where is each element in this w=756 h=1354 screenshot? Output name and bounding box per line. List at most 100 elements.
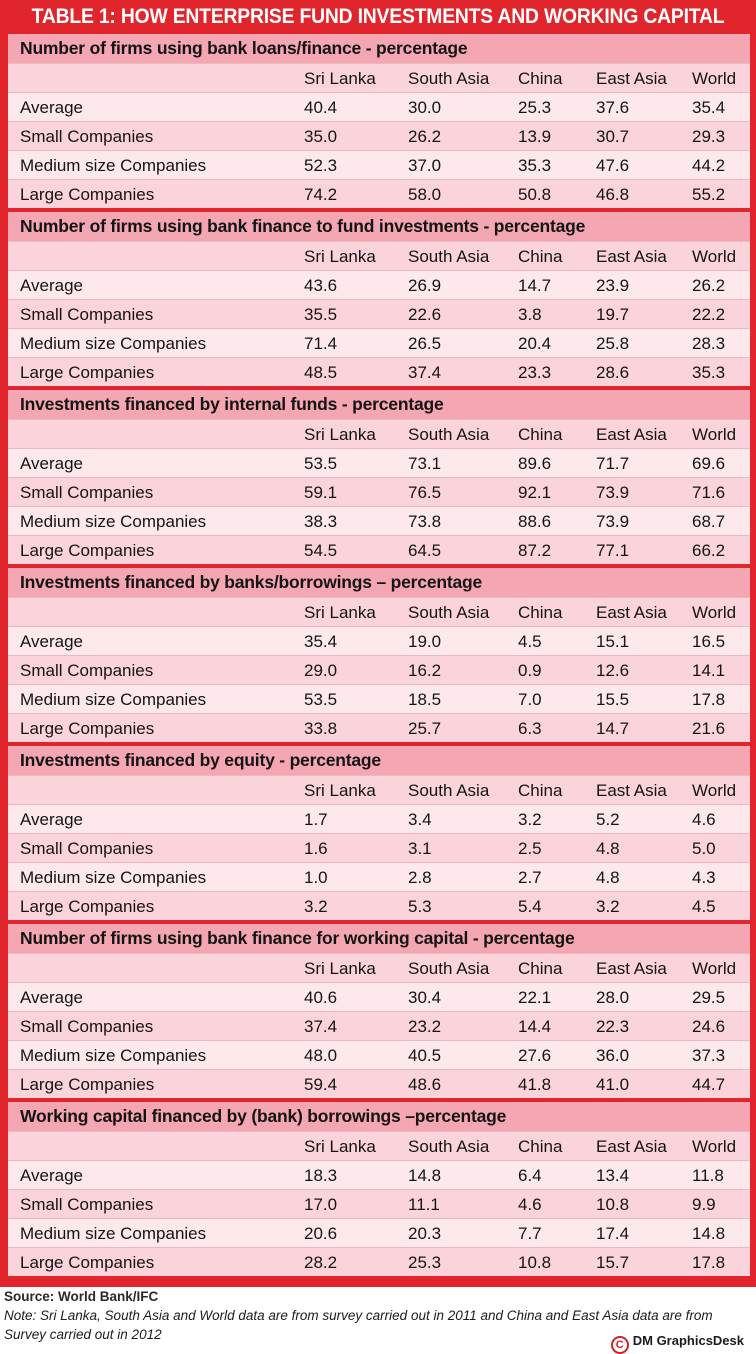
table-cell: 73.9: [596, 483, 630, 502]
column-header-row: Sri Lanka South Asia China East Asia World: [8, 597, 750, 626]
table-section: Investments financed by banks/borrowings…: [8, 568, 750, 742]
column-header: East Asia: [596, 603, 667, 622]
table-cell: 3.2: [304, 897, 328, 916]
table-cell: 17.8: [692, 690, 726, 709]
table-cell: 77.1: [596, 541, 630, 560]
section-title: Working capital financed by (bank) borro…: [8, 1102, 750, 1131]
table-cell: 40.5: [408, 1046, 442, 1065]
table-cell: 14.7: [596, 719, 630, 738]
table-cell: 55.2: [692, 185, 726, 204]
table-cell: 29.0: [304, 661, 338, 680]
table-cell: 3.8: [518, 305, 542, 324]
column-header: Sri Lanka: [304, 69, 376, 88]
row-label: Average: [20, 988, 84, 1007]
row-label: Average: [20, 810, 84, 829]
table-cell: 59.1: [304, 483, 338, 502]
table-cell: 22.1: [518, 988, 552, 1007]
table-cell: 4.3: [692, 868, 716, 887]
table-cell: 28.2: [304, 1253, 338, 1272]
table-row: Average 43.6 26.9 14.7 23.9 26.2: [8, 270, 750, 299]
table-row: Small Companies 17.0 11.1 4.6 10.8 9.9: [8, 1189, 750, 1218]
table-cell: 22.2: [692, 305, 726, 324]
column-header: Sri Lanka: [304, 247, 376, 266]
column-header-row: Sri Lanka South Asia China East Asia World: [8, 953, 750, 982]
table-row: Small Companies 35.0 26.2 13.9 30.7 29.3: [8, 121, 750, 150]
table-cell: 26.5: [408, 334, 442, 353]
table-row: Medium size Companies 52.3 37.0 35.3 47.6 44.…: [8, 150, 750, 179]
table-cell: 44.2: [692, 156, 726, 175]
column-header: South Asia: [408, 69, 490, 88]
table-cell: 33.8: [304, 719, 338, 738]
table-cell: 4.8: [596, 868, 620, 887]
table-cell: 26.2: [408, 127, 442, 146]
row-label: Small Companies: [20, 839, 154, 858]
table-cell: 48.5: [304, 363, 338, 382]
table-cell: 44.7: [692, 1075, 726, 1094]
row-label: Small Companies: [20, 1195, 154, 1214]
table-row: Medium size Companies 53.5 18.5 7.0 15.5 17.8: [8, 684, 750, 713]
section-title: Investments financed by banks/borrowings…: [8, 568, 750, 597]
table-cell: 3.4: [408, 810, 432, 829]
table-row: Average 18.3 14.8 6.4 13.4 11.8: [8, 1160, 750, 1189]
table-cell: 10.8: [596, 1195, 630, 1214]
column-header-row: Sri Lanka South Asia China East Asia World: [8, 1131, 750, 1160]
table-cell: 16.2: [408, 661, 442, 680]
table-row: Small Companies 35.5 22.6 3.8 19.7 22.2: [8, 299, 750, 328]
table-cell: 7.0: [518, 690, 542, 709]
row-label: Large Companies: [20, 541, 155, 560]
table-row: Medium size Companies 20.6 20.3 7.7 17.4 14.8: [8, 1218, 750, 1247]
table-cell: 21.6: [692, 719, 726, 738]
table-cell: 54.5: [304, 541, 338, 560]
table-cell: 73.9: [596, 512, 630, 531]
column-header: China: [518, 69, 563, 88]
table-cell: 15.5: [596, 690, 630, 709]
column-header: China: [518, 425, 563, 444]
row-label: Large Companies: [20, 1075, 155, 1094]
table-cell: 20.6: [304, 1224, 338, 1243]
table-cell: 35.4: [692, 98, 726, 117]
column-header: Sri Lanka: [304, 781, 376, 800]
column-header: World: [692, 959, 737, 978]
table-row: Average 53.5 73.1 89.6 71.7 69.6: [8, 448, 750, 477]
row-label: Small Companies: [20, 483, 154, 502]
table-cell: 13.9: [518, 127, 552, 146]
table-cell: 36.0: [596, 1046, 630, 1065]
table-cell: 4.8: [596, 839, 620, 858]
footer: Source: World Bank/IFC Note: Sri Lanka, …: [4, 1287, 754, 1354]
column-header-row: Sri Lanka South Asia China East Asia World: [8, 775, 750, 804]
table-cell: 15.7: [596, 1253, 630, 1272]
table-cell: 37.3: [692, 1046, 726, 1065]
table-cell: 59.4: [304, 1075, 338, 1094]
table-cell: 10.8: [518, 1253, 552, 1272]
table-cell: 25.3: [518, 98, 552, 117]
table-row: Small Companies 59.1 76.5 92.1 73.9 71.6: [8, 477, 750, 506]
table-cell: 37.4: [304, 1017, 338, 1036]
column-header: East Asia: [596, 781, 667, 800]
row-label: Large Companies: [20, 719, 155, 738]
table-cell: 16.5: [692, 632, 726, 651]
column-header: China: [518, 781, 563, 800]
table-cell: 4.5: [692, 897, 716, 916]
table-cell: 11.8: [692, 1166, 724, 1185]
table-cell: 35.3: [692, 363, 726, 382]
column-header: East Asia: [596, 247, 667, 266]
column-header: South Asia: [408, 959, 490, 978]
section-title: Number of firms using bank finance for w…: [8, 924, 750, 953]
table-row: Large Companies 3.2 5.3 5.4 3.2 4.5: [8, 891, 750, 920]
table-cell: 14.7: [518, 276, 552, 295]
table-cell: 35.4: [304, 632, 338, 651]
table-frame: TABLE 1: HOW ENTERPRISE FUND INVESTMENTS…: [0, 0, 756, 1287]
row-label: Medium size Companies: [20, 334, 207, 353]
table-row: Average 40.6 30.4 22.1 28.0 29.5: [8, 982, 750, 1011]
table-cell: 92.1: [518, 483, 552, 502]
table-cell: 73.1: [408, 454, 442, 473]
column-header: World: [692, 247, 737, 266]
table-cell: 4.6: [692, 810, 716, 829]
table-cell: 76.5: [408, 483, 442, 502]
column-header: Sri Lanka: [304, 603, 376, 622]
table-cell: 3.2: [596, 897, 620, 916]
table-cell: 30.7: [596, 127, 630, 146]
row-label: Average: [20, 276, 84, 295]
row-label: Small Companies: [20, 1017, 154, 1036]
column-header: World: [692, 425, 737, 444]
